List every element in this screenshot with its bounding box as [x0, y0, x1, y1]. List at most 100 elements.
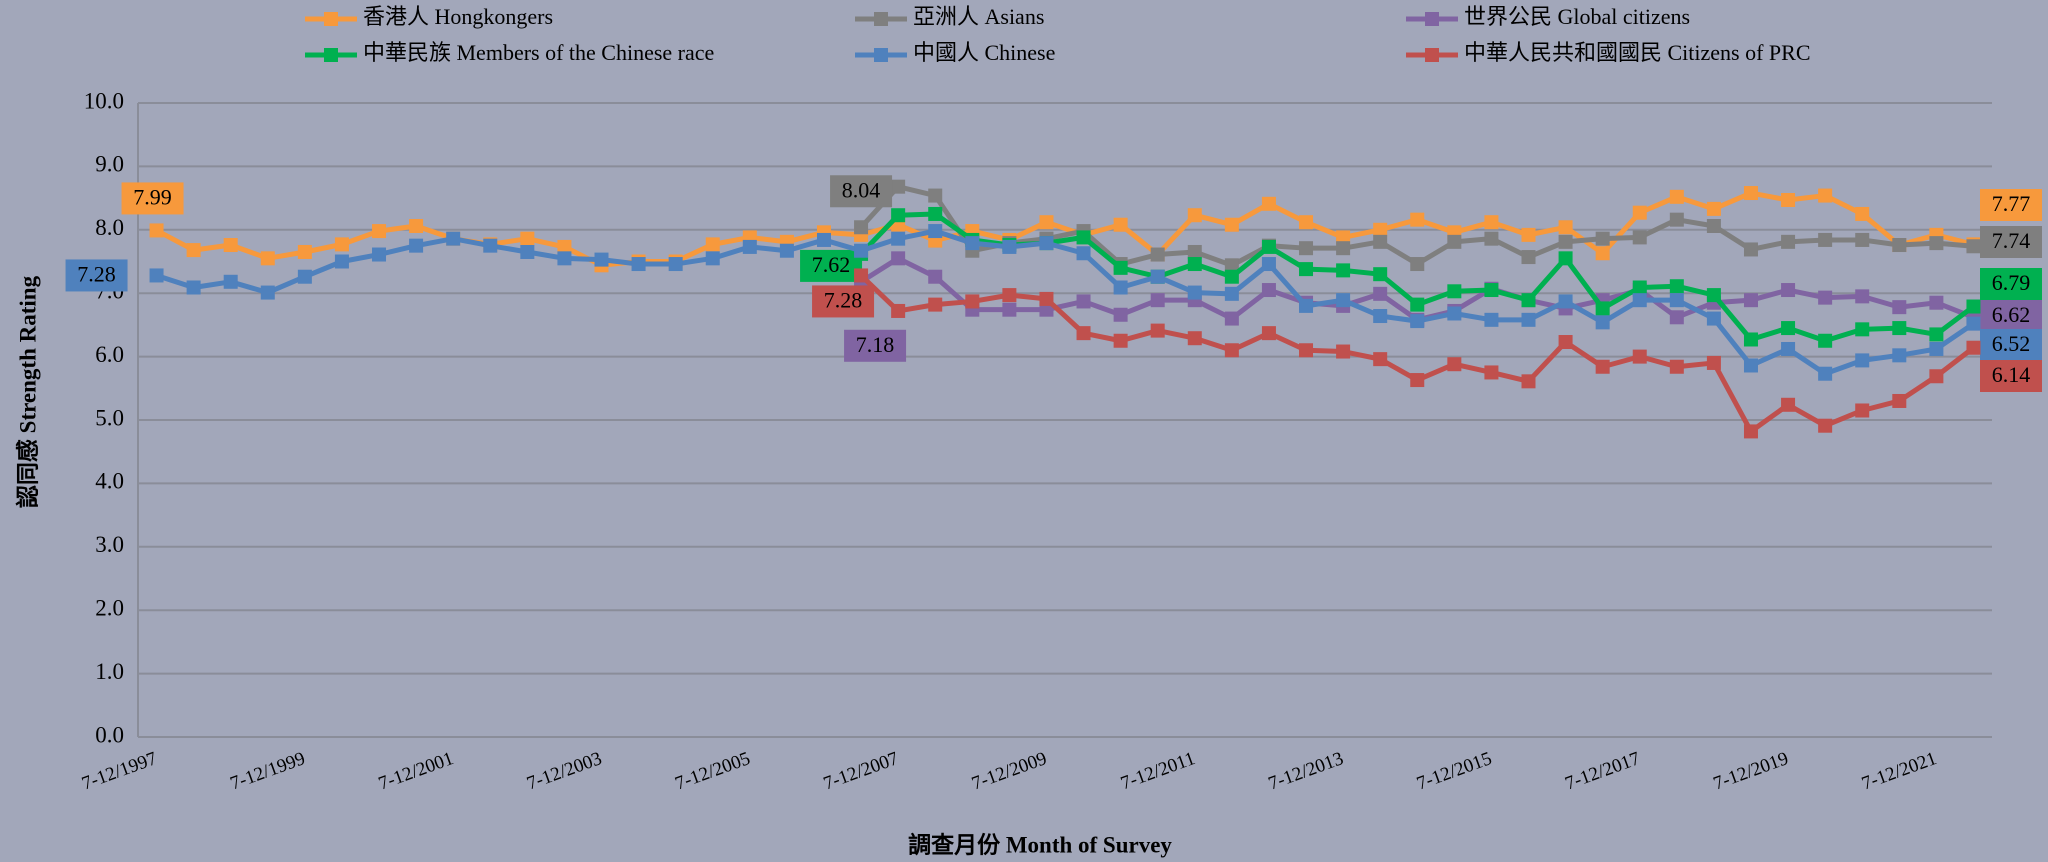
point — [1224, 258, 1239, 273]
point — [1373, 234, 1388, 249]
legend-label: 香港人 Hongkongers — [363, 4, 553, 29]
point — [1855, 322, 1870, 337]
point — [1150, 323, 1165, 338]
data-label: 7.77 — [1992, 191, 2031, 216]
legend-label: 中國人 Chinese — [913, 40, 1055, 65]
point — [1669, 293, 1684, 308]
point — [928, 206, 943, 221]
legend-marker — [1425, 48, 1439, 62]
point — [1410, 314, 1425, 329]
point — [1892, 300, 1907, 315]
legend-label: 亞洲人 Asians — [913, 4, 1044, 29]
point — [297, 244, 312, 259]
point — [1595, 301, 1610, 316]
point — [1818, 366, 1833, 381]
point — [594, 252, 609, 267]
point — [965, 236, 980, 251]
point — [1113, 280, 1128, 295]
y-tick-label: 3.0 — [95, 532, 124, 557]
point — [1336, 293, 1351, 308]
point — [1781, 283, 1796, 298]
point — [1187, 257, 1202, 272]
point — [1669, 212, 1684, 227]
point — [1595, 231, 1610, 246]
point — [1187, 331, 1202, 346]
point — [1113, 307, 1128, 322]
x-axis-title: 調查月份 Month of Survey — [908, 831, 1172, 857]
point — [260, 285, 275, 300]
point — [1855, 289, 1870, 304]
point — [1669, 189, 1684, 204]
point — [1150, 293, 1165, 308]
y-tick-label: 0.0 — [95, 722, 124, 747]
point — [1224, 269, 1239, 284]
point — [1632, 349, 1647, 364]
point — [705, 237, 720, 252]
point — [891, 179, 906, 194]
point — [1521, 312, 1536, 327]
point — [1224, 343, 1239, 358]
point — [1187, 244, 1202, 259]
point — [1076, 246, 1091, 261]
point — [1373, 286, 1388, 301]
point — [1706, 288, 1721, 303]
point — [1373, 222, 1388, 237]
data-label: 7.18 — [856, 332, 895, 357]
data-label-box — [830, 175, 893, 208]
legend-label: 中華人民共和國國民 Citizens of PRC — [1464, 40, 1811, 65]
point — [409, 218, 424, 233]
point — [1373, 309, 1388, 324]
y-axis-title: 認同感 Strength Rating — [14, 275, 40, 508]
legend-marker — [324, 48, 338, 62]
data-label-box — [65, 259, 128, 292]
point — [1484, 312, 1499, 327]
point — [1187, 208, 1202, 223]
point — [1929, 369, 1944, 384]
point — [1410, 212, 1425, 227]
point — [1299, 215, 1314, 230]
point — [1558, 335, 1573, 350]
point — [1706, 311, 1721, 326]
data-label-box — [1980, 268, 2042, 300]
data-label-box — [800, 249, 863, 282]
data-label-box — [1980, 329, 2042, 361]
data-label-box — [1980, 226, 2042, 258]
point — [1261, 239, 1276, 254]
point — [1447, 284, 1462, 299]
point — [1150, 269, 1165, 284]
data-label-box — [1980, 300, 2042, 332]
point — [1447, 306, 1462, 321]
point — [1743, 242, 1758, 257]
point — [1595, 315, 1610, 330]
point — [1929, 236, 1944, 251]
point — [1113, 260, 1128, 275]
point — [372, 247, 387, 262]
point — [1299, 298, 1314, 313]
point — [1669, 310, 1684, 325]
point — [1484, 231, 1499, 246]
point — [1632, 230, 1647, 245]
point — [372, 224, 387, 239]
point — [520, 244, 535, 259]
point — [1187, 285, 1202, 300]
point — [1410, 257, 1425, 272]
point — [1224, 311, 1239, 326]
data-label: 6.14 — [1992, 362, 2031, 387]
point — [1113, 333, 1128, 348]
point — [1039, 215, 1054, 230]
data-label-box — [844, 329, 907, 362]
point — [1373, 267, 1388, 282]
legend-marker — [874, 12, 888, 26]
point — [557, 251, 572, 266]
point — [1929, 327, 1944, 342]
point — [1743, 332, 1758, 347]
point — [1558, 220, 1573, 235]
point — [1150, 247, 1165, 262]
point — [1336, 263, 1351, 278]
point — [1595, 359, 1610, 374]
point — [1892, 238, 1907, 253]
point — [891, 231, 906, 246]
point — [1855, 403, 1870, 418]
point — [1966, 340, 1981, 355]
